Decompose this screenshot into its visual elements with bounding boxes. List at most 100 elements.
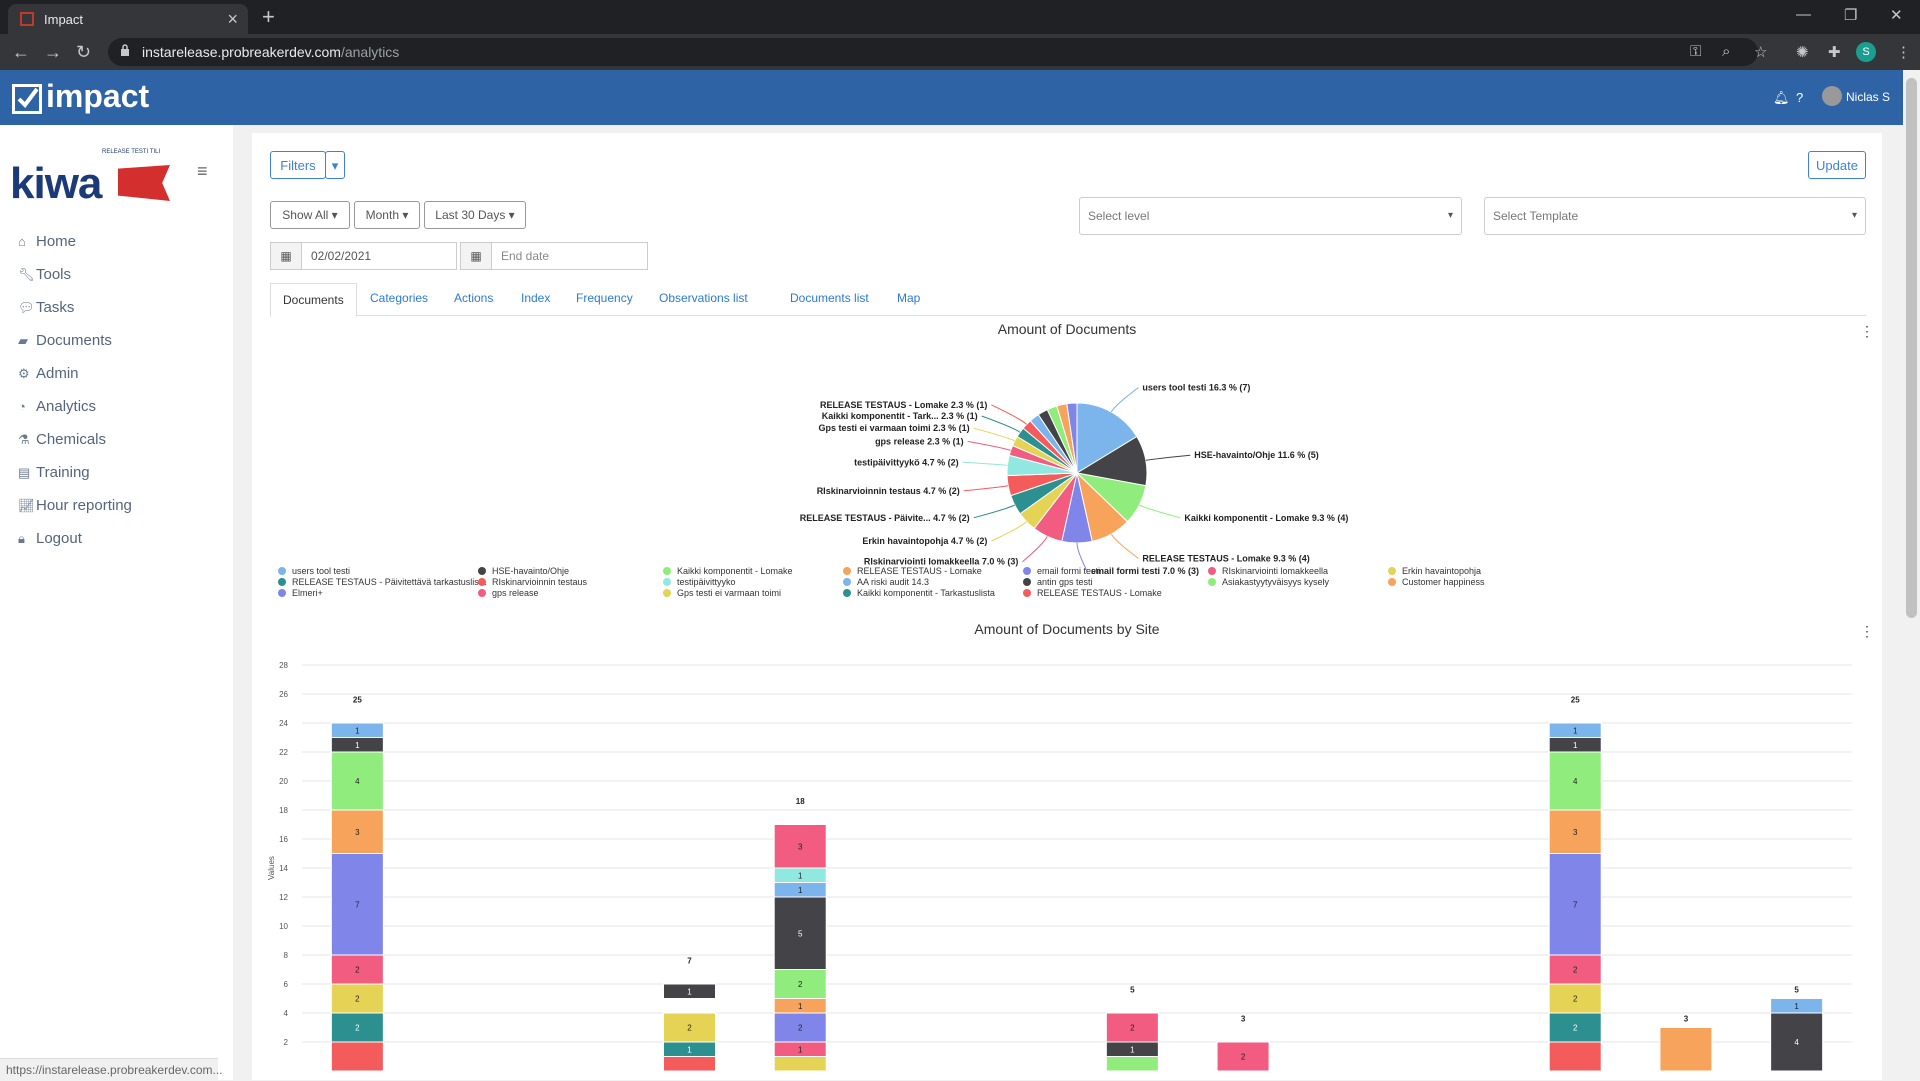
- close-window-icon[interactable]: ✕: [1890, 7, 1903, 24]
- sidebar-item-hour-reporting[interactable]: 📈︎Hour reporting: [18, 497, 132, 514]
- bar-segment[interactable]: [773, 1056, 827, 1072]
- template-select[interactable]: Select Template ▾: [1484, 197, 1866, 235]
- bar-segment[interactable]: [330, 1041, 384, 1072]
- tab-documents-list[interactable]: Documents list: [790, 291, 869, 305]
- bar-segment[interactable]: [663, 1012, 716, 1043]
- bar-segment[interactable]: [1105, 1056, 1159, 1072]
- pie-slice[interactable]: [1066, 402, 1078, 474]
- sidebar-item-documents[interactable]: ▰ Documents: [18, 332, 112, 349]
- sidebar-item-chemicals[interactable]: ⚗ Chemicals: [18, 431, 107, 448]
- legend-item[interactable]: email formi testi: [1037, 566, 1100, 576]
- bar-segment[interactable]: [1548, 954, 1602, 985]
- update-button[interactable]: Update: [1808, 151, 1866, 179]
- bar-segment[interactable]: [663, 998, 716, 1014]
- legend-item[interactable]: testipäivittyyko: [677, 577, 736, 587]
- bar-segment[interactable]: [773, 1012, 827, 1043]
- zoom-icon[interactable]: ⌕: [1722, 43, 1731, 60]
- show-all-dropdown[interactable]: Show All ▾: [270, 201, 350, 229]
- bar-segment[interactable]: [663, 983, 716, 999]
- sidebar-item-training[interactable]: ▤ Training: [18, 464, 90, 481]
- range-dropdown[interactable]: Last 30 Days ▾: [424, 201, 526, 229]
- sidebar-item-admin[interactable]: ⚙ Admin: [18, 365, 79, 382]
- legend-item[interactable]: users tool testi: [292, 566, 350, 576]
- key-icon[interactable]: ⚿: [1690, 43, 1702, 60]
- legend-item[interactable]: Elmeri+: [292, 588, 323, 598]
- legend-item[interactable]: RELEASE TESTAUS - Lomake: [857, 566, 982, 576]
- bar-segment[interactable]: [330, 983, 384, 1014]
- legend-item[interactable]: RELEASE TESTAUS - Lomake: [1037, 588, 1162, 598]
- sidebar-item-tasks[interactable]: 💬︎Tasks: [18, 299, 75, 316]
- bar-segment[interactable]: [1548, 1041, 1602, 1072]
- legend-item[interactable]: RIskinarviointi lomakkeella: [1222, 566, 1328, 576]
- user-name[interactable]: Niclas S: [1846, 90, 1891, 104]
- legend-item[interactable]: Customer happiness: [1402, 577, 1485, 587]
- bar-segment[interactable]: [1548, 1012, 1602, 1043]
- legend-item[interactable]: Kaikki komponentit - Lomake: [677, 566, 793, 576]
- tab-map[interactable]: Map: [897, 291, 921, 305]
- restore-icon[interactable]: ❐: [1844, 7, 1858, 24]
- bell-icon[interactable]: 🔔︎: [1773, 90, 1790, 105]
- tab-index[interactable]: Index: [521, 291, 551, 305]
- tab-observations-list[interactable]: Observations list: [659, 291, 748, 305]
- filters-dropdown-toggle[interactable]: ▾: [325, 151, 345, 179]
- legend-item[interactable]: AA riski audit 14.3: [857, 577, 929, 587]
- sidebar-item-tools[interactable]: 🔧︎Tools: [18, 266, 72, 283]
- legend-item[interactable]: Erkin havaintopohja: [1402, 566, 1481, 576]
- legend-item[interactable]: Gps testi ei varmaan toimi: [677, 588, 781, 598]
- bar-segment[interactable]: [1548, 722, 1602, 738]
- scrollbar-thumb[interactable]: [1906, 78, 1917, 618]
- legend-item[interactable]: RELEASE TESTAUS - Päivitettävä tarkastus…: [292, 577, 486, 587]
- reload-icon[interactable]: ↻: [76, 42, 92, 62]
- page-scrollbar[interactable]: [1903, 70, 1920, 1080]
- address-bar[interactable]: instarelease.probreakerdev.com/analytics: [108, 38, 1758, 66]
- bar-segment[interactable]: [330, 722, 384, 738]
- bar-segment[interactable]: [773, 896, 827, 970]
- close-tab-icon[interactable]: ×: [227, 9, 238, 29]
- bar-segment[interactable]: [330, 954, 384, 985]
- extension-badge-icon[interactable]: ✺: [1796, 44, 1809, 61]
- bar-segment[interactable]: [330, 853, 384, 956]
- filters-button[interactable]: Filters: [270, 151, 326, 179]
- legend-item[interactable]: gps release: [492, 588, 539, 598]
- new-tab-icon[interactable]: +: [262, 4, 275, 29]
- legend-item[interactable]: Asiakastyytyväisyys kysely: [1222, 577, 1330, 587]
- profile-avatar[interactable]: S: [1856, 42, 1876, 62]
- bar-segment[interactable]: [330, 809, 384, 854]
- back-icon[interactable]: ←: [12, 42, 30, 62]
- pie-chart-menu-icon[interactable]: ⋮: [1860, 323, 1874, 339]
- tab-documents[interactable]: Documents: [270, 283, 357, 317]
- bar-segment[interactable]: [1770, 1012, 1824, 1072]
- browser-tab[interactable]: Impact ×: [8, 4, 248, 34]
- sidebar-item-logout[interactable]: 🔒︎ Logout: [18, 530, 82, 547]
- extensions-icon[interactable]: ✚: [1828, 44, 1841, 61]
- legend-item[interactable]: Kaikki komponentit - Tarkastuslista: [857, 588, 995, 598]
- bar-segment[interactable]: [330, 751, 384, 811]
- bar-chart-menu-icon[interactable]: ⋮: [1860, 623, 1874, 639]
- hamburger-icon[interactable]: ≡: [197, 161, 208, 181]
- star-icon[interactable]: ☆: [1754, 44, 1768, 61]
- end-date-input[interactable]: ▦ End date: [460, 242, 648, 270]
- bar-segment[interactable]: [1659, 1027, 1713, 1072]
- pie-slice[interactable]: [1076, 402, 1138, 474]
- bar-segment[interactable]: [773, 824, 827, 869]
- bar-segment[interactable]: [330, 1012, 384, 1043]
- bar-segment[interactable]: [1216, 1041, 1270, 1072]
- menu-dots-icon[interactable]: ⋮: [1896, 44, 1911, 61]
- tab-categories[interactable]: Categories: [370, 291, 429, 305]
- bar-segment[interactable]: [1548, 751, 1602, 811]
- bar-segment[interactable]: [1548, 853, 1602, 956]
- sidebar-item-home[interactable]: ⌂ Home: [18, 233, 77, 250]
- tab-actions[interactable]: Actions: [454, 291, 494, 305]
- forward-icon[interactable]: →: [44, 42, 62, 62]
- legend-item[interactable]: antin gps testi: [1037, 577, 1093, 587]
- bar-segment[interactable]: [663, 1056, 716, 1072]
- sidebar-item-analytics[interactable]: ◔ Analytics: [18, 398, 97, 415]
- level-select[interactable]: Select level ▾: [1079, 197, 1462, 235]
- user-avatar[interactable]: [1822, 86, 1842, 106]
- legend-item[interactable]: RIskinarvioinnin testaus: [492, 577, 588, 587]
- impact-logo[interactable]: impact: [12, 78, 149, 115]
- help-icon[interactable]: ?: [1796, 90, 1804, 105]
- legend-item[interactable]: HSE-havainto/Ohje: [492, 566, 569, 576]
- bar-segment[interactable]: [1770, 998, 1824, 1014]
- period-dropdown[interactable]: Month ▾: [354, 201, 420, 229]
